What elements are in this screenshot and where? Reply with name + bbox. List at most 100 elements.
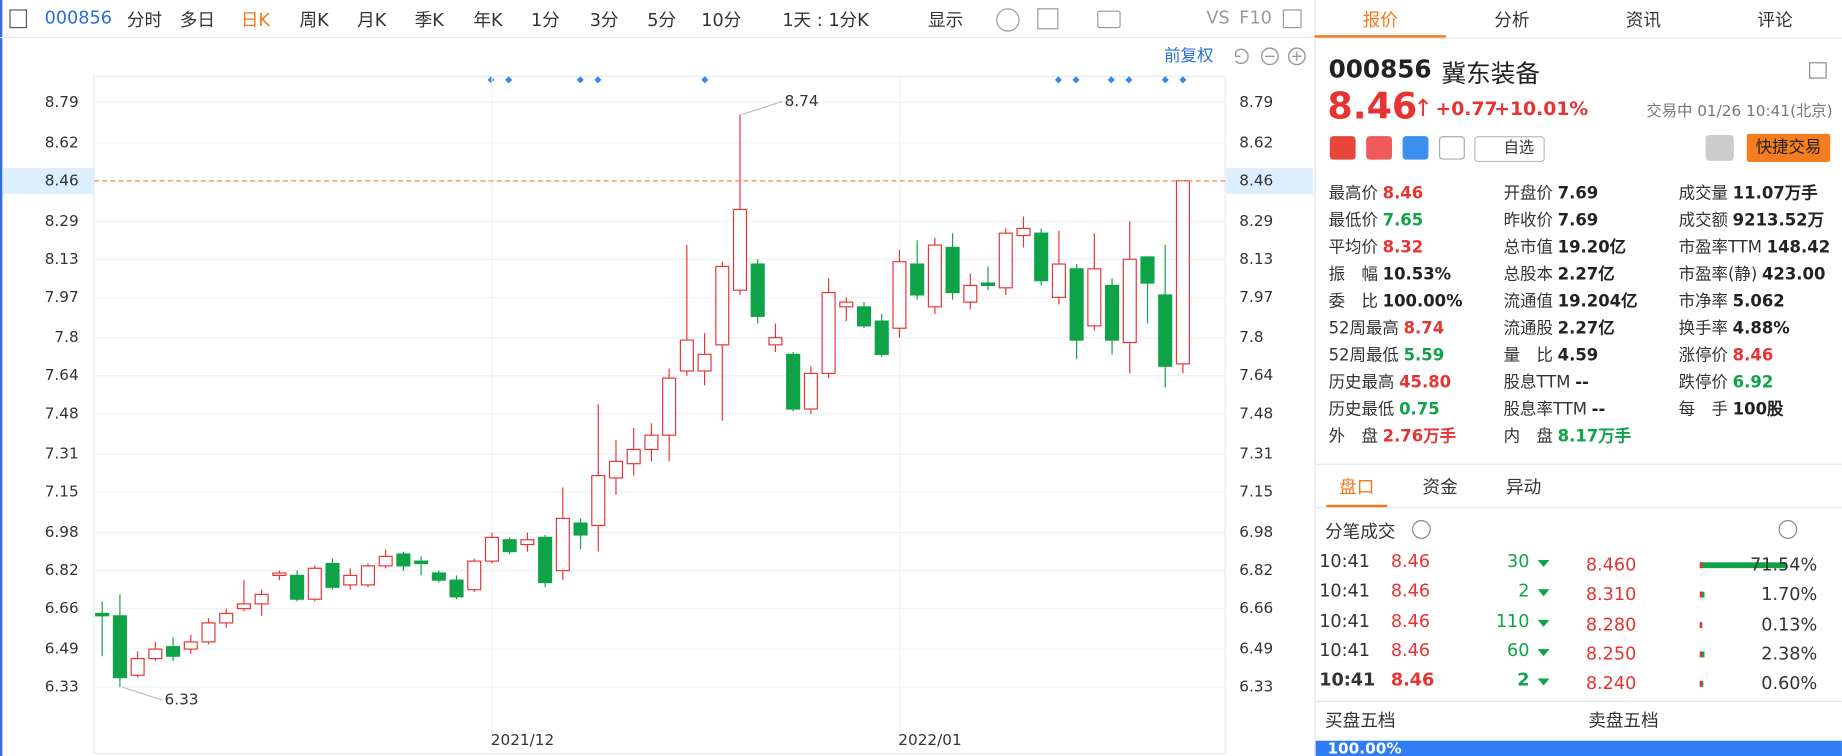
display-menu[interactable]: 显示	[928, 9, 964, 31]
candle-body	[1087, 268, 1102, 327]
period-tab[interactable]: 3分	[589, 9, 619, 31]
trade-price: 8.46	[1390, 550, 1431, 572]
y-tick-label: 6.66	[1239, 599, 1273, 617]
divider	[1315, 700, 1842, 702]
candle-body	[467, 560, 482, 591]
y-tick-label: 8.62	[1239, 133, 1273, 151]
stat: 成交量 11.07万手	[1679, 181, 1818, 204]
candle-body	[1051, 263, 1066, 298]
stat-label: 成交量	[1678, 184, 1728, 204]
vs-button[interactable]: VS	[1206, 7, 1230, 29]
settings-icon[interactable]	[996, 8, 1020, 32]
stat: 历史最高 45.80	[1329, 370, 1452, 393]
period-tab[interactable]: 日K	[240, 9, 270, 31]
flag-icon[interactable]	[1329, 136, 1356, 160]
stat-value: 8.46	[1732, 346, 1774, 366]
panel-icon[interactable]	[9, 9, 28, 29]
side-tab[interactable]: 评论	[1757, 9, 1793, 31]
period-tab[interactable]: 10分	[701, 9, 742, 31]
period-tab[interactable]: 季K	[414, 9, 444, 31]
candle-body	[219, 612, 234, 624]
f10-button[interactable]: F10	[1239, 7, 1272, 29]
quick-trade-button[interactable]: 快捷交易	[1746, 133, 1831, 162]
camera-icon[interactable]	[1097, 10, 1121, 29]
candle-body	[803, 372, 818, 410]
last-price-tag	[2, 167, 94, 194]
stat: 市净率 5.062	[1679, 289, 1785, 312]
stat: 平均价 8.32	[1329, 235, 1424, 258]
stat-label: 历史最低	[1328, 400, 1395, 420]
candle-body	[183, 641, 198, 650]
y-tick-label: 8.62	[45, 133, 79, 151]
stat: 流通值 19.204亿	[1504, 289, 1638, 312]
annotation-leader	[122, 686, 163, 701]
watch-button[interactable]: 自选	[1474, 136, 1545, 162]
stat: 外 盘 2.76万手	[1329, 424, 1457, 447]
y-tick-label: 7.97	[1239, 288, 1273, 306]
annotation-leader	[742, 100, 783, 115]
stat: 总股本 2.27亿	[1504, 262, 1615, 285]
y-tick-label: 6.49	[45, 640, 79, 658]
candle-body	[573, 522, 588, 536]
sub-tab[interactable]: 异动	[1505, 476, 1542, 498]
layout-icon[interactable]	[1282, 9, 1302, 29]
note-icon[interactable]	[1439, 136, 1465, 160]
y-tick-label: 8.13	[1239, 250, 1273, 268]
stat-value: 7.69	[1557, 211, 1599, 231]
sub-tab[interactable]: 盘口	[1339, 476, 1375, 498]
menu-icon[interactable]	[1809, 62, 1827, 79]
trade-status: 交易中 01/26 10:41(北京)	[1646, 103, 1833, 121]
candle-body	[307, 567, 322, 600]
annotation-label: 8.74	[785, 92, 819, 110]
candle-body	[166, 646, 181, 657]
period-tab[interactable]: 分时	[126, 9, 163, 31]
sub-tab[interactable]: 资金	[1422, 476, 1458, 498]
stat: 成交额 9213.52万	[1679, 208, 1824, 231]
period-select[interactable]: 1天 : 1分K	[782, 9, 869, 31]
tag-icon[interactable]	[1366, 136, 1393, 160]
side-tab[interactable]: 分析	[1494, 9, 1530, 31]
period-tab[interactable]: 1分	[530, 9, 560, 31]
stat-value: 8.46	[1382, 184, 1424, 204]
stat-label: 最低价	[1328, 211, 1378, 231]
adjust-mode[interactable]: 前复权	[1164, 46, 1213, 65]
candle-body	[130, 657, 145, 676]
stat-value: 100.00%	[1382, 292, 1463, 312]
alert-button[interactable]	[1705, 134, 1734, 161]
more-icon[interactable]	[1778, 520, 1798, 539]
candle-body	[998, 232, 1013, 289]
y-tick-label: 7.31	[45, 445, 79, 463]
period-tab[interactable]: 5分	[647, 9, 677, 31]
stat-label: 量 比	[1503, 346, 1553, 366]
info-icon[interactable]	[1411, 520, 1431, 539]
period-tab[interactable]: 周K	[299, 9, 329, 31]
stat-value: 9213.52万	[1732, 211, 1825, 231]
y-tick-label: 8.13	[45, 250, 79, 268]
divider	[1315, 463, 1842, 465]
candle-body	[343, 574, 358, 586]
stat-label: 52周最低	[1328, 346, 1399, 366]
candle-body	[290, 574, 305, 600]
stat-label: 市净率	[1678, 292, 1728, 312]
stat: 最低价 7.65	[1329, 208, 1424, 231]
draw-icon[interactable]	[1037, 8, 1059, 30]
stat-value: 5.59	[1403, 346, 1445, 366]
period-tab[interactable]: 多日	[179, 9, 215, 31]
stat-value: 11.07万手	[1732, 184, 1818, 204]
y-tick-label: 6.33	[45, 678, 79, 696]
candle-body	[732, 208, 748, 291]
stat-value: 7.65	[1382, 211, 1424, 231]
depth-share: 2.38%	[1761, 643, 1818, 665]
chart-tools[interactable]	[1235, 47, 1306, 66]
stat-label: 委 比	[1328, 292, 1378, 312]
side-tab[interactable]: 报价	[1362, 9, 1398, 31]
stat-value: 0.75	[1399, 400, 1440, 420]
period-tab[interactable]: 年K	[473, 9, 503, 31]
stat-label: 股息TTM	[1503, 373, 1571, 393]
label-icon[interactable]	[1402, 136, 1429, 160]
period-tab[interactable]: 月K	[357, 9, 387, 31]
side-tab[interactable]: 资讯	[1625, 9, 1662, 31]
last-price-label: 8.46	[45, 171, 79, 189]
divider	[1315, 507, 1842, 509]
